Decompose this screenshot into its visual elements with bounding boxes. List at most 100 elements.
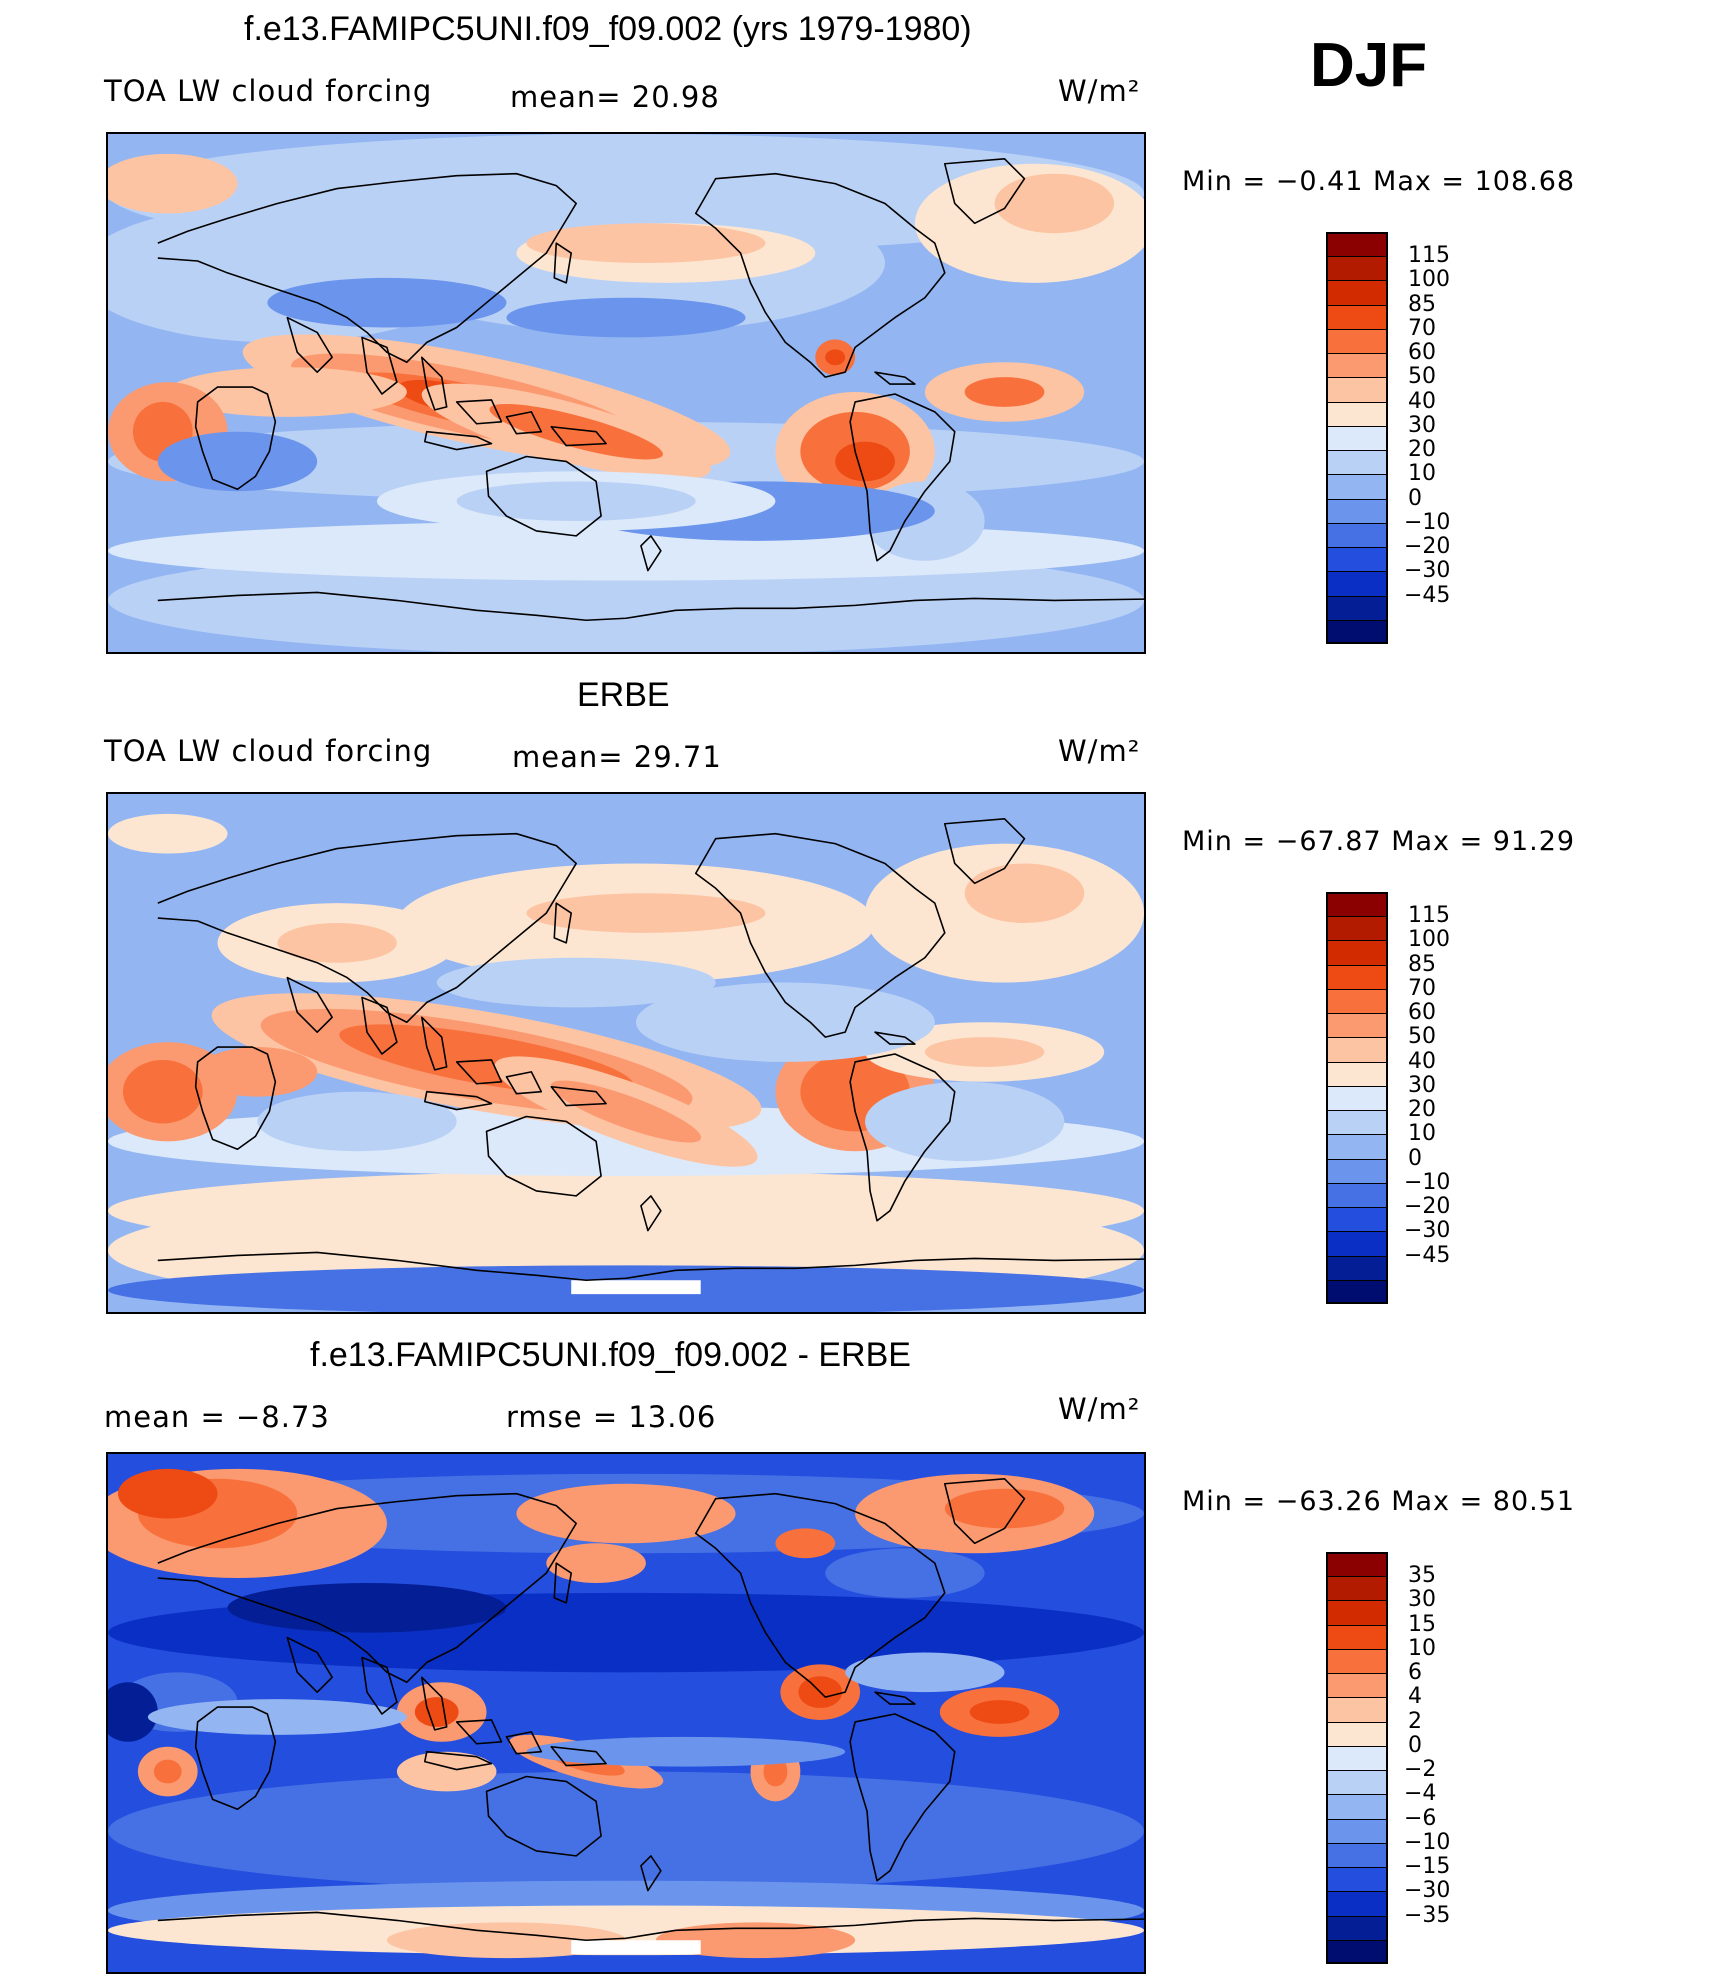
panel-3-colorbar: 35 30 15 10 6 4 2 0 −2 −4 −6 −10 −15 −30 −35 (1326, 1552, 1506, 1965)
coastline (943, 818, 1026, 885)
colorbar-tick-label: 20 (1408, 437, 1436, 463)
colorbar-swatch (1326, 401, 1388, 427)
coastline (157, 1251, 1144, 1282)
colorbar-tick-label: −30 (1404, 1218, 1451, 1244)
coastline (157, 832, 577, 1024)
coastline (194, 1046, 277, 1151)
colorbar-swatch (1326, 450, 1388, 475)
colorbar-tick-label: 85 (1408, 291, 1436, 317)
colorbar-swatch (1326, 1770, 1388, 1795)
colorbar-swatch (1326, 1255, 1388, 1281)
coastline (874, 1031, 916, 1045)
colorbar-tick-label: −35 (1404, 1902, 1451, 1928)
map-contour-region (546, 1622, 786, 1663)
map-contour-region (516, 1483, 736, 1544)
colorbar-tick-label: 20 (1408, 1097, 1436, 1123)
panel-3-map (106, 1452, 1146, 1974)
map-contour-region (147, 1699, 407, 1735)
coastline (194, 386, 277, 491)
map-contour-region (257, 1091, 457, 1152)
colorbar-swatch (1326, 1061, 1388, 1087)
panel-2-minmax: Min = −67.87 Max = 91.29 (1182, 826, 1576, 857)
colorbar-swatch (1326, 425, 1388, 451)
colorbar-tick-label: −6 (1404, 1805, 1437, 1831)
panel-1-units: W/m² (1058, 74, 1141, 108)
colorbar-swatch (1326, 1231, 1388, 1257)
colorbar-swatch (1326, 1673, 1388, 1698)
colorbar-tick-label: 115 (1408, 903, 1450, 929)
map-contour-region (108, 1682, 158, 1742)
map-contour-region (277, 923, 397, 963)
colorbar-swatch (1326, 328, 1388, 354)
season-label: DJF (1310, 31, 1428, 100)
colorbar-swatch (1326, 619, 1388, 645)
coastline (550, 1745, 607, 1767)
colorbar-swatch (1326, 547, 1388, 572)
panel-2-mean: mean= 29.71 (512, 740, 722, 774)
coastline (550, 425, 607, 447)
map-contour-region (845, 1652, 1005, 1693)
coastline (849, 1053, 956, 1222)
panel-1-minmax: Min = −0.41 Max = 108.68 (1182, 166, 1576, 197)
colorbar-swatch (1326, 1158, 1388, 1184)
map-contour-region (489, 403, 663, 460)
coastline (286, 976, 333, 1033)
colorbar-swatch (1326, 916, 1388, 941)
colorbar-tick-label: 40 (1408, 1048, 1436, 1074)
coastline (455, 1719, 503, 1745)
coastline (423, 1750, 493, 1771)
colorbar-tick-label: −30 (1404, 558, 1451, 584)
map-contour-region (865, 1081, 1065, 1162)
map-canvas (108, 134, 1144, 652)
panel-1-colorbar: 115 100 85 70 60 50 40 30 20 10 0 −10 −20 −30 −45 (1326, 232, 1506, 645)
panel-3-mean: mean = −8.73 (104, 1400, 330, 1434)
coastline (553, 242, 573, 284)
map-contour-region (267, 277, 507, 328)
map-contour-region (526, 893, 766, 933)
coastline (849, 1713, 956, 1882)
coastline (694, 172, 946, 378)
coastline (485, 1775, 602, 1857)
map-contour-region (456, 481, 696, 522)
coastline (640, 535, 662, 572)
colorbar-swatch (1326, 595, 1388, 621)
coastline (423, 1090, 493, 1111)
colorbar-tick-label: 0 (1408, 485, 1422, 511)
map-contour-region (108, 153, 238, 214)
colorbar-tick-label: 0 (1408, 1732, 1422, 1758)
coastlines (157, 1478, 1144, 1942)
map-contour-region (526, 223, 766, 264)
coastlines (157, 818, 1144, 1282)
colorbar-swatch (1326, 940, 1388, 966)
colorbar-swatch (1326, 1279, 1388, 1305)
colorbar-swatch (1326, 1624, 1388, 1650)
coastline (455, 1059, 503, 1085)
colorbar-swatch (1326, 280, 1388, 306)
coastline (420, 1676, 448, 1731)
missing-data-patch (571, 1280, 701, 1295)
colorbar-swatch (1326, 1134, 1388, 1160)
coastline (874, 1691, 916, 1705)
panel-3-title: f.e13.FAMIPC5UNI.f09_f09.002 - ERBE (310, 1336, 911, 1374)
colorbar-swatch (1326, 377, 1388, 403)
panel-3-units: W/m² (1058, 1392, 1141, 1426)
missing-data-patch (571, 1940, 701, 1955)
colorbar-tick-label: 35 (1408, 1563, 1436, 1589)
coastline (485, 1115, 602, 1197)
colorbar-tick-label: 85 (1408, 951, 1436, 977)
coastline (640, 1195, 662, 1232)
map-contour-region (396, 1751, 497, 1792)
colorbar-swatch (1326, 1552, 1388, 1577)
coastline (550, 1085, 607, 1107)
colorbar-swatch (1326, 1818, 1388, 1844)
map-contour-region (414, 1697, 459, 1727)
colorbar-tick-label: 2 (1408, 1708, 1422, 1734)
map-contour-region (964, 377, 1045, 407)
colorbar-tick-label: 115 (1408, 243, 1450, 269)
panel-2-colorbar: 115 100 85 70 60 50 40 30 20 10 0 −10 −20 −30 −45 (1326, 892, 1506, 1305)
coastline (157, 172, 577, 364)
map-contour-region (944, 1488, 1065, 1529)
map-contour-region (436, 957, 716, 1008)
coastline (874, 371, 916, 385)
colorbar-tick-label: 100 (1408, 927, 1450, 953)
